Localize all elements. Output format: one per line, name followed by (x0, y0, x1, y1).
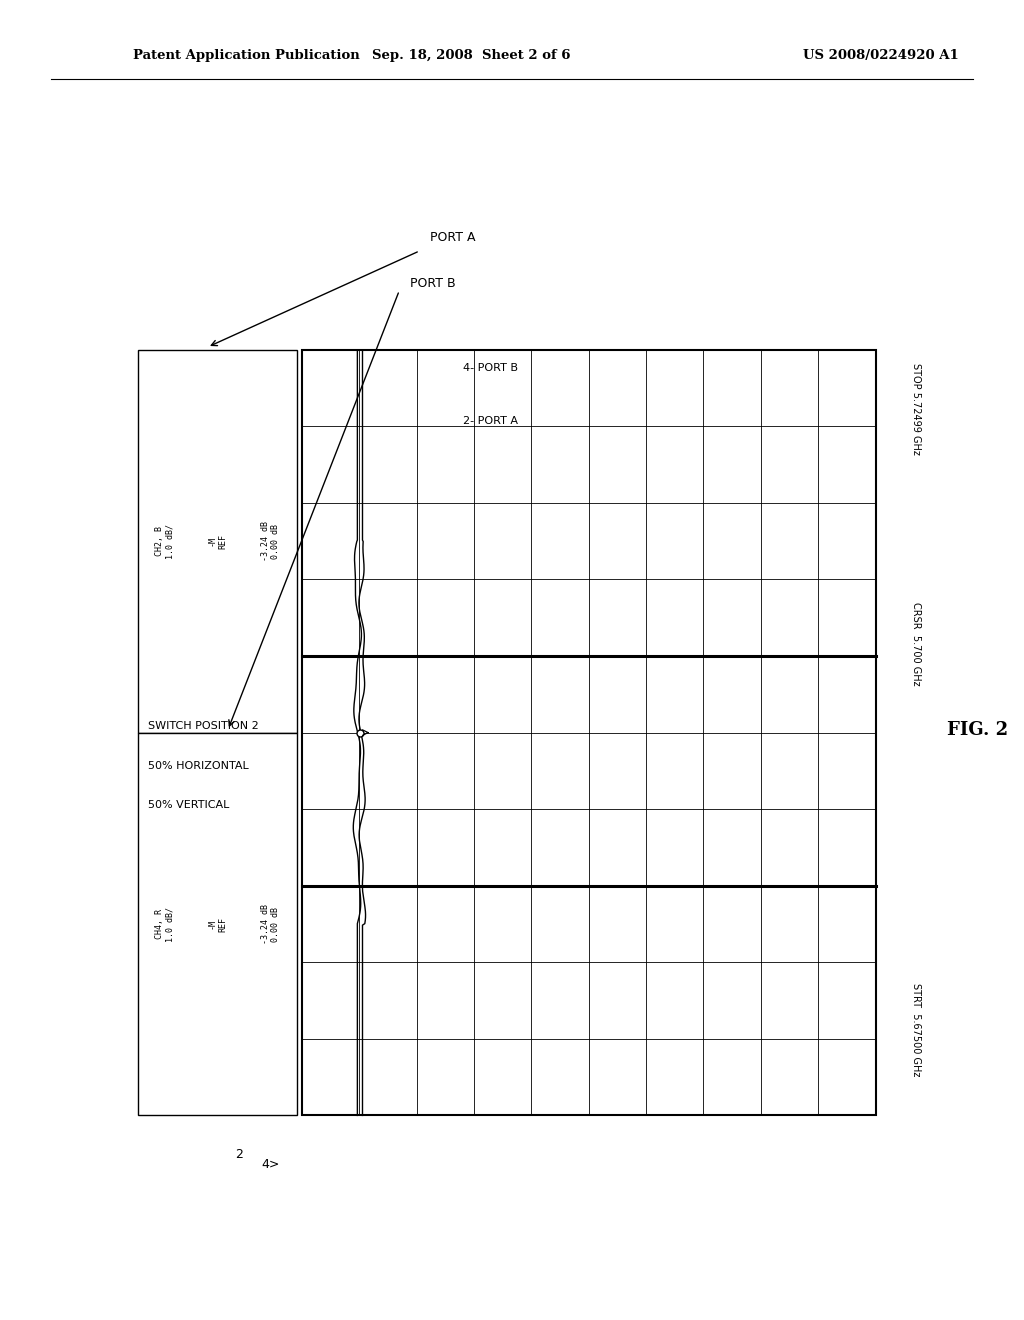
Text: -M
REF: -M REF (208, 533, 227, 549)
Text: CH2, B
1.0 dB/: CH2, B 1.0 dB/ (155, 524, 174, 558)
Text: 2- PORT A: 2- PORT A (463, 416, 518, 426)
Text: -M
REF: -M REF (208, 916, 227, 932)
Bar (138, 733, 297, 1115)
Text: CRSR  5.700 GHz: CRSR 5.700 GHz (911, 602, 922, 685)
Text: 50% HORIZONTAL: 50% HORIZONTAL (148, 760, 249, 771)
Text: 4- PORT B: 4- PORT B (463, 363, 518, 374)
Text: SWITCH POSITION 2: SWITCH POSITION 2 (148, 721, 259, 731)
Text: PORT A: PORT A (430, 231, 475, 244)
Text: 4>: 4> (261, 1158, 280, 1171)
Bar (138, 350, 297, 733)
Text: -3.24 dB
0.00 dB: -3.24 dB 0.00 dB (261, 521, 281, 561)
Bar (302, 350, 876, 1115)
Text: STRT  5.67500 GHz: STRT 5.67500 GHz (911, 983, 922, 1077)
Text: 2: 2 (236, 1148, 244, 1162)
Text: US 2008/0224920 A1: US 2008/0224920 A1 (803, 49, 958, 62)
Text: Sep. 18, 2008  Sheet 2 of 6: Sep. 18, 2008 Sheet 2 of 6 (372, 49, 570, 62)
Text: 50% VERTICAL: 50% VERTICAL (148, 800, 229, 810)
Text: PORT B: PORT B (410, 277, 456, 290)
Text: STOP 5.72499 GHz: STOP 5.72499 GHz (911, 363, 922, 455)
Text: Patent Application Publication: Patent Application Publication (133, 49, 359, 62)
Text: -3.24 dB
0.00 dB: -3.24 dB 0.00 dB (261, 904, 281, 944)
Text: FIG. 2: FIG. 2 (947, 721, 1009, 739)
Text: CH4, R
1.0 dB/: CH4, R 1.0 dB/ (155, 907, 174, 941)
